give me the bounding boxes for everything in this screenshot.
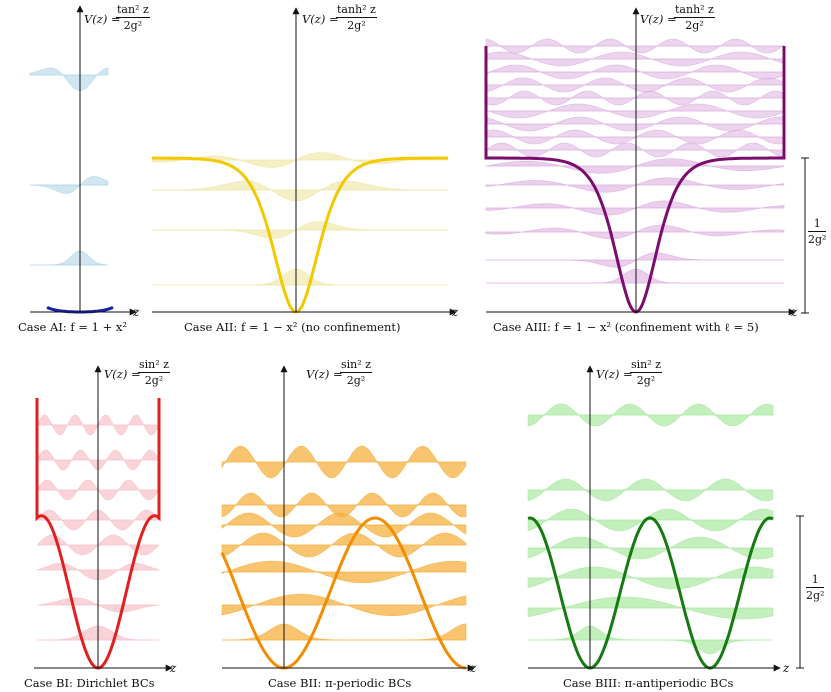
wave-AI-0 xyxy=(30,250,109,266)
fraction-numerator: sin² z xyxy=(138,358,170,373)
z-axis-label-AI: z xyxy=(133,305,140,319)
potential-label-AII: V(z) = xyxy=(302,12,339,26)
potential-fraction-BII: sin² z 2g² xyxy=(340,358,372,387)
fraction-denominator: 2g² xyxy=(347,19,366,32)
fraction-numerator: tanh² z xyxy=(674,3,715,18)
potential-label-BII: V(z) = xyxy=(306,367,343,381)
scale-denominator: 2g² xyxy=(806,589,825,602)
potential-label-AI: V(z) = xyxy=(84,12,121,26)
z-axis-label-AIII: z xyxy=(791,305,798,319)
potential-label-AIII: V(z) = xyxy=(640,12,677,26)
fraction-denominator: 2g² xyxy=(123,19,143,32)
potential-curve-AII xyxy=(152,156,448,314)
z-axis-label-AII: z xyxy=(452,305,459,319)
potential-label-BI: V(z) = xyxy=(104,367,141,381)
potential-fraction-AIII: tanh² z 2g² xyxy=(674,3,715,32)
fraction-numerator: sin² z xyxy=(630,358,662,373)
potential-fraction-AI: tan² z 2g² xyxy=(116,3,150,32)
potential-fraction-BIII: sin² z 2g² xyxy=(630,358,662,387)
z-axis-label-BII: z xyxy=(470,661,477,675)
caption-BI: Case BI: Dirichlet BCs xyxy=(24,676,155,690)
potential-curve-BII xyxy=(220,516,467,670)
scale-bar-label-bottom: 1 2g² xyxy=(806,573,825,602)
fraction-numerator: tanh² z xyxy=(336,3,377,18)
fraction-numerator: sin² z xyxy=(340,358,372,373)
scale-numerator: 1 xyxy=(806,573,825,588)
fraction-denominator: 2g² xyxy=(685,19,704,32)
caption-BIII: Case BIII: π-antiperiodic BCs xyxy=(563,676,734,690)
wave-AIII-0 xyxy=(486,268,784,284)
scale-numerator: 1 xyxy=(808,217,827,232)
potential-fraction-AII: tanh² z 2g² xyxy=(336,3,377,32)
fraction-denominator: 2g² xyxy=(346,374,366,387)
wave-AII-0 xyxy=(152,268,448,286)
scale-denominator: 2g² xyxy=(808,233,827,246)
potential-label-BIII: V(z) = xyxy=(596,367,633,381)
wave-AI-2 xyxy=(29,67,109,91)
z-axis-label-BIII: z xyxy=(783,661,790,675)
fraction-denominator: 2g² xyxy=(636,374,656,387)
z-axis-label-BI: z xyxy=(170,661,177,675)
caption-BII: Case BII: π-periodic BCs xyxy=(268,676,412,690)
fraction-numerator: tan² z xyxy=(116,3,150,18)
caption-AIII: Case AIII: f = 1 − x² (confinement with … xyxy=(493,320,759,334)
scale-bar-label-top: 1 2g² xyxy=(808,217,827,246)
potential-fraction-BI: sin² z 2g² xyxy=(138,358,170,387)
caption-AII: Case AII: f = 1 − x² (no confinement) xyxy=(184,320,401,334)
wave-AII-2 xyxy=(152,180,448,202)
potential-curve-BIII xyxy=(527,516,774,670)
caption-AI: Case AI: f = 1 + x² xyxy=(18,320,127,334)
fraction-denominator: 2g² xyxy=(144,374,164,387)
